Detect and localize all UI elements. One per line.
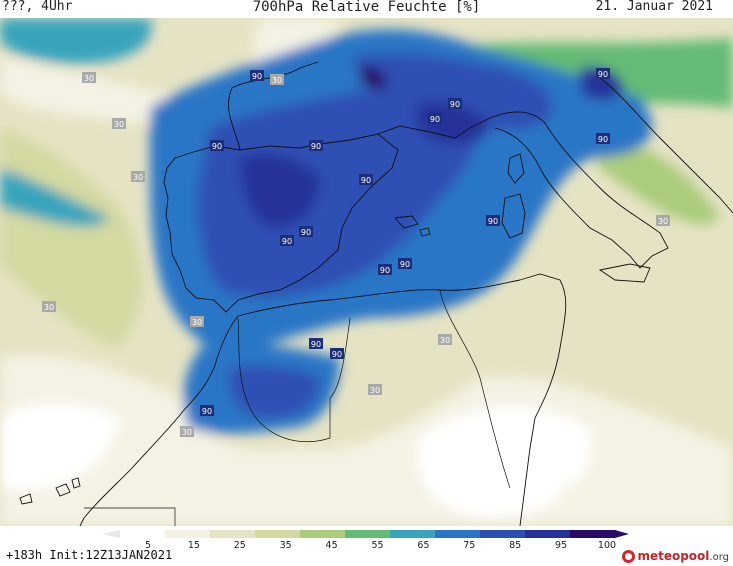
contour-label: 90 [212, 142, 222, 151]
legend-swatch [525, 530, 571, 538]
legend-tick-label: 75 [463, 540, 476, 551]
contour-label: 90 [202, 407, 212, 416]
brand-tld: .org [709, 551, 729, 563]
contour-label: 30 [84, 74, 94, 83]
contour-label: 90 [301, 228, 311, 237]
legend-color-bar [102, 530, 629, 538]
contour-label: 30 [192, 318, 202, 327]
contour-label: 90 [430, 115, 440, 124]
legend-extend-arrow [615, 530, 629, 538]
legend-swatch [120, 530, 166, 538]
contour-label: 90 [380, 266, 390, 275]
legend-swatch [210, 530, 256, 538]
legend-swatch [165, 530, 211, 538]
model-init: Init:12Z13JAN2021 [49, 548, 173, 562]
legend-tick-label: 5 [144, 540, 152, 551]
contour-label: 30 [44, 303, 54, 312]
legend-tick-label: 85 [509, 540, 522, 551]
forecast-hour: +183h [6, 548, 43, 562]
brand-name: meteopool [637, 549, 710, 563]
contour-label: 90 [361, 176, 371, 185]
contour-label: 30 [114, 120, 124, 129]
legend-extend-arrow [102, 530, 120, 538]
contour-label: 90 [332, 350, 342, 359]
legend-swatch [435, 530, 481, 538]
legend-tick-label: 55 [371, 540, 384, 551]
legend-swatch [300, 530, 346, 538]
contour-label: 90 [400, 260, 410, 269]
brand-logo: meteopool .org [622, 549, 729, 563]
legend-tick-label: 25 [233, 540, 246, 551]
contour-label: 30 [440, 336, 450, 345]
legend-tick-label: 100 [597, 540, 617, 551]
legend-tick-label: 95 [555, 540, 568, 551]
legend-tick-label: 15 [187, 540, 200, 551]
humidity-field [0, 18, 733, 526]
legend-swatch [390, 530, 436, 538]
legend-swatch [255, 530, 301, 538]
valid-time-label: ???, 4Uhr [2, 0, 73, 14]
contour-label: 90 [598, 135, 608, 144]
logo-icon [622, 549, 636, 563]
map-title: 700hPa Relative Feuchte [%] [252, 0, 481, 15]
valid-date-label: 21. Januar 2021 [595, 0, 713, 14]
color-legend: 5 15 25 35 45 55 65 75 85 95 100 +183h Init:12Z13J… [0, 526, 733, 566]
contour-label: 90 [252, 72, 262, 81]
contour-label: 90 [311, 142, 321, 151]
contour-label: 30 [272, 76, 282, 85]
humidity-map: 90 30 30 90 90 30 90 90 90 90 30 90 90 9… [0, 18, 733, 526]
legend-swatch [570, 530, 616, 538]
legend-tick-label: 65 [417, 540, 430, 551]
coastlines [19, 61, 733, 526]
contour-label: 30 [133, 173, 143, 182]
legend-swatch [480, 530, 526, 538]
legend-swatch [345, 530, 391, 538]
contour-label: 90 [311, 340, 321, 349]
contour-label: 90 [450, 100, 460, 109]
run-info: +183h Init:12Z13JAN2021 [6, 548, 172, 562]
contour-label: 30 [370, 386, 380, 395]
contour-label: 30 [658, 217, 668, 226]
legend-tick-label: 35 [279, 540, 292, 551]
contour-label: 90 [488, 217, 498, 226]
contour-label: 90 [282, 237, 292, 246]
contour-label-group: 90 30 30 90 90 30 90 90 90 90 30 90 90 9… [42, 68, 670, 437]
contour-label: 30 [182, 428, 192, 437]
contour-label: 90 [598, 70, 608, 79]
legend-tick-label: 45 [325, 540, 338, 551]
